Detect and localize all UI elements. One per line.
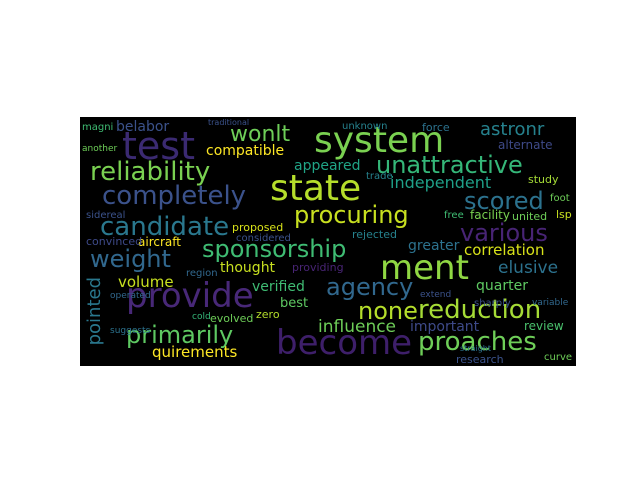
word-elusive: elusive — [498, 258, 559, 278]
word-greater: greater — [408, 238, 460, 254]
word-independent: independent — [390, 173, 492, 192]
word-zero: zero — [256, 308, 280, 321]
word-suggests: suggests — [110, 326, 151, 336]
word-extend: extend — [420, 290, 452, 300]
word-quarter: quarter — [476, 278, 528, 294]
word-united: united — [512, 210, 548, 223]
word-unknown: unknown — [342, 121, 388, 132]
word-various: various — [460, 219, 548, 247]
word-agency: agency — [326, 273, 414, 301]
word-candidate: candidate — [100, 212, 230, 242]
word-rejected: rejected — [352, 228, 397, 241]
word-proaches: proaches — [418, 327, 537, 357]
word-system: system — [314, 120, 445, 161]
word-proposed: proposed — [232, 221, 284, 234]
word-reduction: reduction — [418, 295, 542, 325]
word-magni: magni — [82, 122, 114, 133]
word-considered: considered — [236, 233, 291, 244]
word-straight: straight — [460, 344, 492, 353]
word-trade: trade — [366, 171, 393, 182]
word-cloud: test system state provide become ment re… — [80, 117, 576, 366]
word-alternate: alternate — [498, 138, 553, 152]
word-providing: providing — [292, 261, 344, 274]
word-pointed: pointed — [84, 277, 105, 346]
word-foot: foot — [550, 193, 570, 204]
word-lsp: lsp — [556, 208, 572, 221]
word-curve: curve — [544, 352, 573, 363]
word-belabor: belabor — [116, 119, 170, 135]
word-important: important — [410, 319, 480, 335]
word-none: none — [358, 297, 418, 325]
word-facility: facility — [470, 208, 510, 222]
word-best: best — [280, 296, 309, 311]
word-convinced: convinced — [86, 235, 143, 248]
word-completely: completely — [102, 181, 247, 211]
word-traditional: traditional — [208, 118, 250, 127]
word-review: review — [524, 319, 564, 333]
word-thought: thought — [220, 260, 276, 276]
word-free: free — [444, 210, 464, 221]
word-aircraft: aircraft — [138, 235, 181, 249]
word-state: state — [270, 168, 362, 209]
word-study: study — [528, 173, 559, 186]
word-sponsorship: sponsorship — [202, 235, 347, 263]
word-astronr: astronr — [480, 119, 545, 140]
word-region: region — [186, 268, 218, 279]
word-sharply: sharply — [474, 298, 511, 309]
word-variable: variable — [532, 298, 569, 308]
word-primarily: primarily — [126, 321, 234, 349]
word-quirements: quirements — [152, 343, 238, 361]
word-volume: volume — [118, 273, 174, 291]
word-weight: weight — [90, 245, 171, 273]
word-wonlt: wonlt — [230, 122, 291, 147]
word-evolved: evolved — [210, 312, 254, 325]
word-test: test — [122, 124, 195, 168]
word-correlation: correlation — [464, 241, 545, 259]
word-appeared: appeared — [294, 158, 361, 174]
word-research: research — [456, 353, 504, 366]
word-verified: verified — [252, 279, 305, 295]
word-cold: cold — [192, 312, 211, 322]
word-scored: scored — [464, 187, 544, 215]
word-ment: ment — [380, 248, 469, 288]
word-provide: provide — [126, 276, 254, 316]
word-force: force — [422, 121, 450, 134]
word-unattractive: unattractive — [376, 151, 523, 179]
word-influence: influence — [318, 317, 397, 337]
word-another: another — [82, 144, 118, 154]
word-operated: operated — [110, 291, 151, 301]
word-sidereal: sidereal — [86, 210, 126, 221]
word-reliability: reliability — [90, 157, 211, 187]
word-compatible: compatible — [206, 143, 285, 159]
word-become: become — [276, 323, 413, 363]
word-procuring: procuring — [294, 201, 409, 229]
